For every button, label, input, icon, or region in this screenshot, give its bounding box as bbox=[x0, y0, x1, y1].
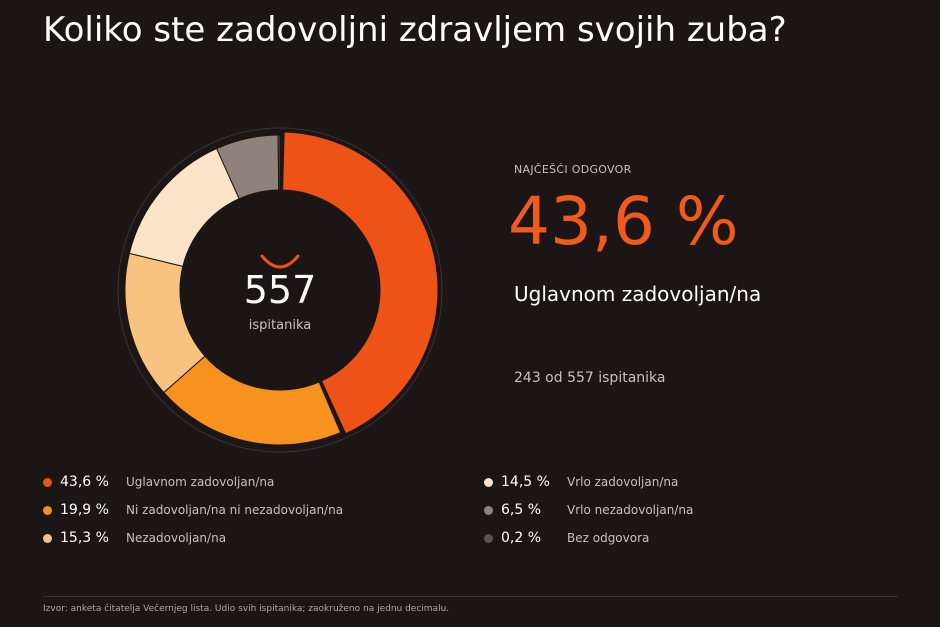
legend-percent: 43,6 % bbox=[60, 474, 109, 490]
legend-label: Nezadovoljan/na bbox=[126, 531, 227, 545]
legend-swatch bbox=[43, 478, 52, 487]
source-note: Izvor: anketa čitatelja Večernjeg lista.… bbox=[43, 604, 450, 614]
legend-label: Ni zadovoljan/na ni nezadovoljan/na bbox=[126, 503, 344, 517]
legend-swatch bbox=[484, 506, 493, 515]
highlight-label: Uglavnom zadovoljan/na bbox=[514, 282, 762, 306]
legend-swatch bbox=[484, 478, 493, 487]
donut-slice bbox=[282, 131, 439, 435]
chart-title: Koliko ste zadovoljni zdravljem svojih z… bbox=[43, 10, 787, 50]
legend-percent: 19,9 % bbox=[60, 502, 109, 518]
respondent-count: 557 bbox=[243, 268, 317, 312]
legend-swatch bbox=[43, 534, 52, 543]
footer-divider bbox=[43, 596, 898, 597]
donut-chart bbox=[117, 127, 443, 453]
legend-percent: 6,5 % bbox=[501, 502, 542, 518]
highlight-subtext: 243 od 557 ispitanika bbox=[514, 370, 666, 386]
highlight-caption: NAJČEŠĆI ODGOVOR bbox=[514, 163, 632, 176]
legend-swatch bbox=[484, 534, 493, 543]
smile-icon bbox=[260, 254, 300, 269]
legend-swatch bbox=[43, 506, 52, 515]
legend-percent: 15,3 % bbox=[60, 530, 109, 546]
legend-label: Bez odgovora bbox=[567, 531, 650, 545]
legend-label: Uglavnom zadovoljan/na bbox=[126, 475, 275, 489]
legend-label: Vrlo zadovoljan/na bbox=[567, 475, 679, 489]
respondent-label: ispitanika bbox=[248, 318, 312, 333]
donut-slice bbox=[277, 134, 281, 191]
donut-outline-ring bbox=[117, 127, 443, 453]
donut-slice bbox=[128, 147, 240, 267]
legend-percent: 0,2 % bbox=[501, 530, 542, 546]
legend-percent: 14,5 % bbox=[501, 474, 550, 490]
highlight-value: 43,6 % bbox=[508, 183, 739, 260]
legend-label: Vrlo nezadovoljan/na bbox=[567, 503, 694, 517]
